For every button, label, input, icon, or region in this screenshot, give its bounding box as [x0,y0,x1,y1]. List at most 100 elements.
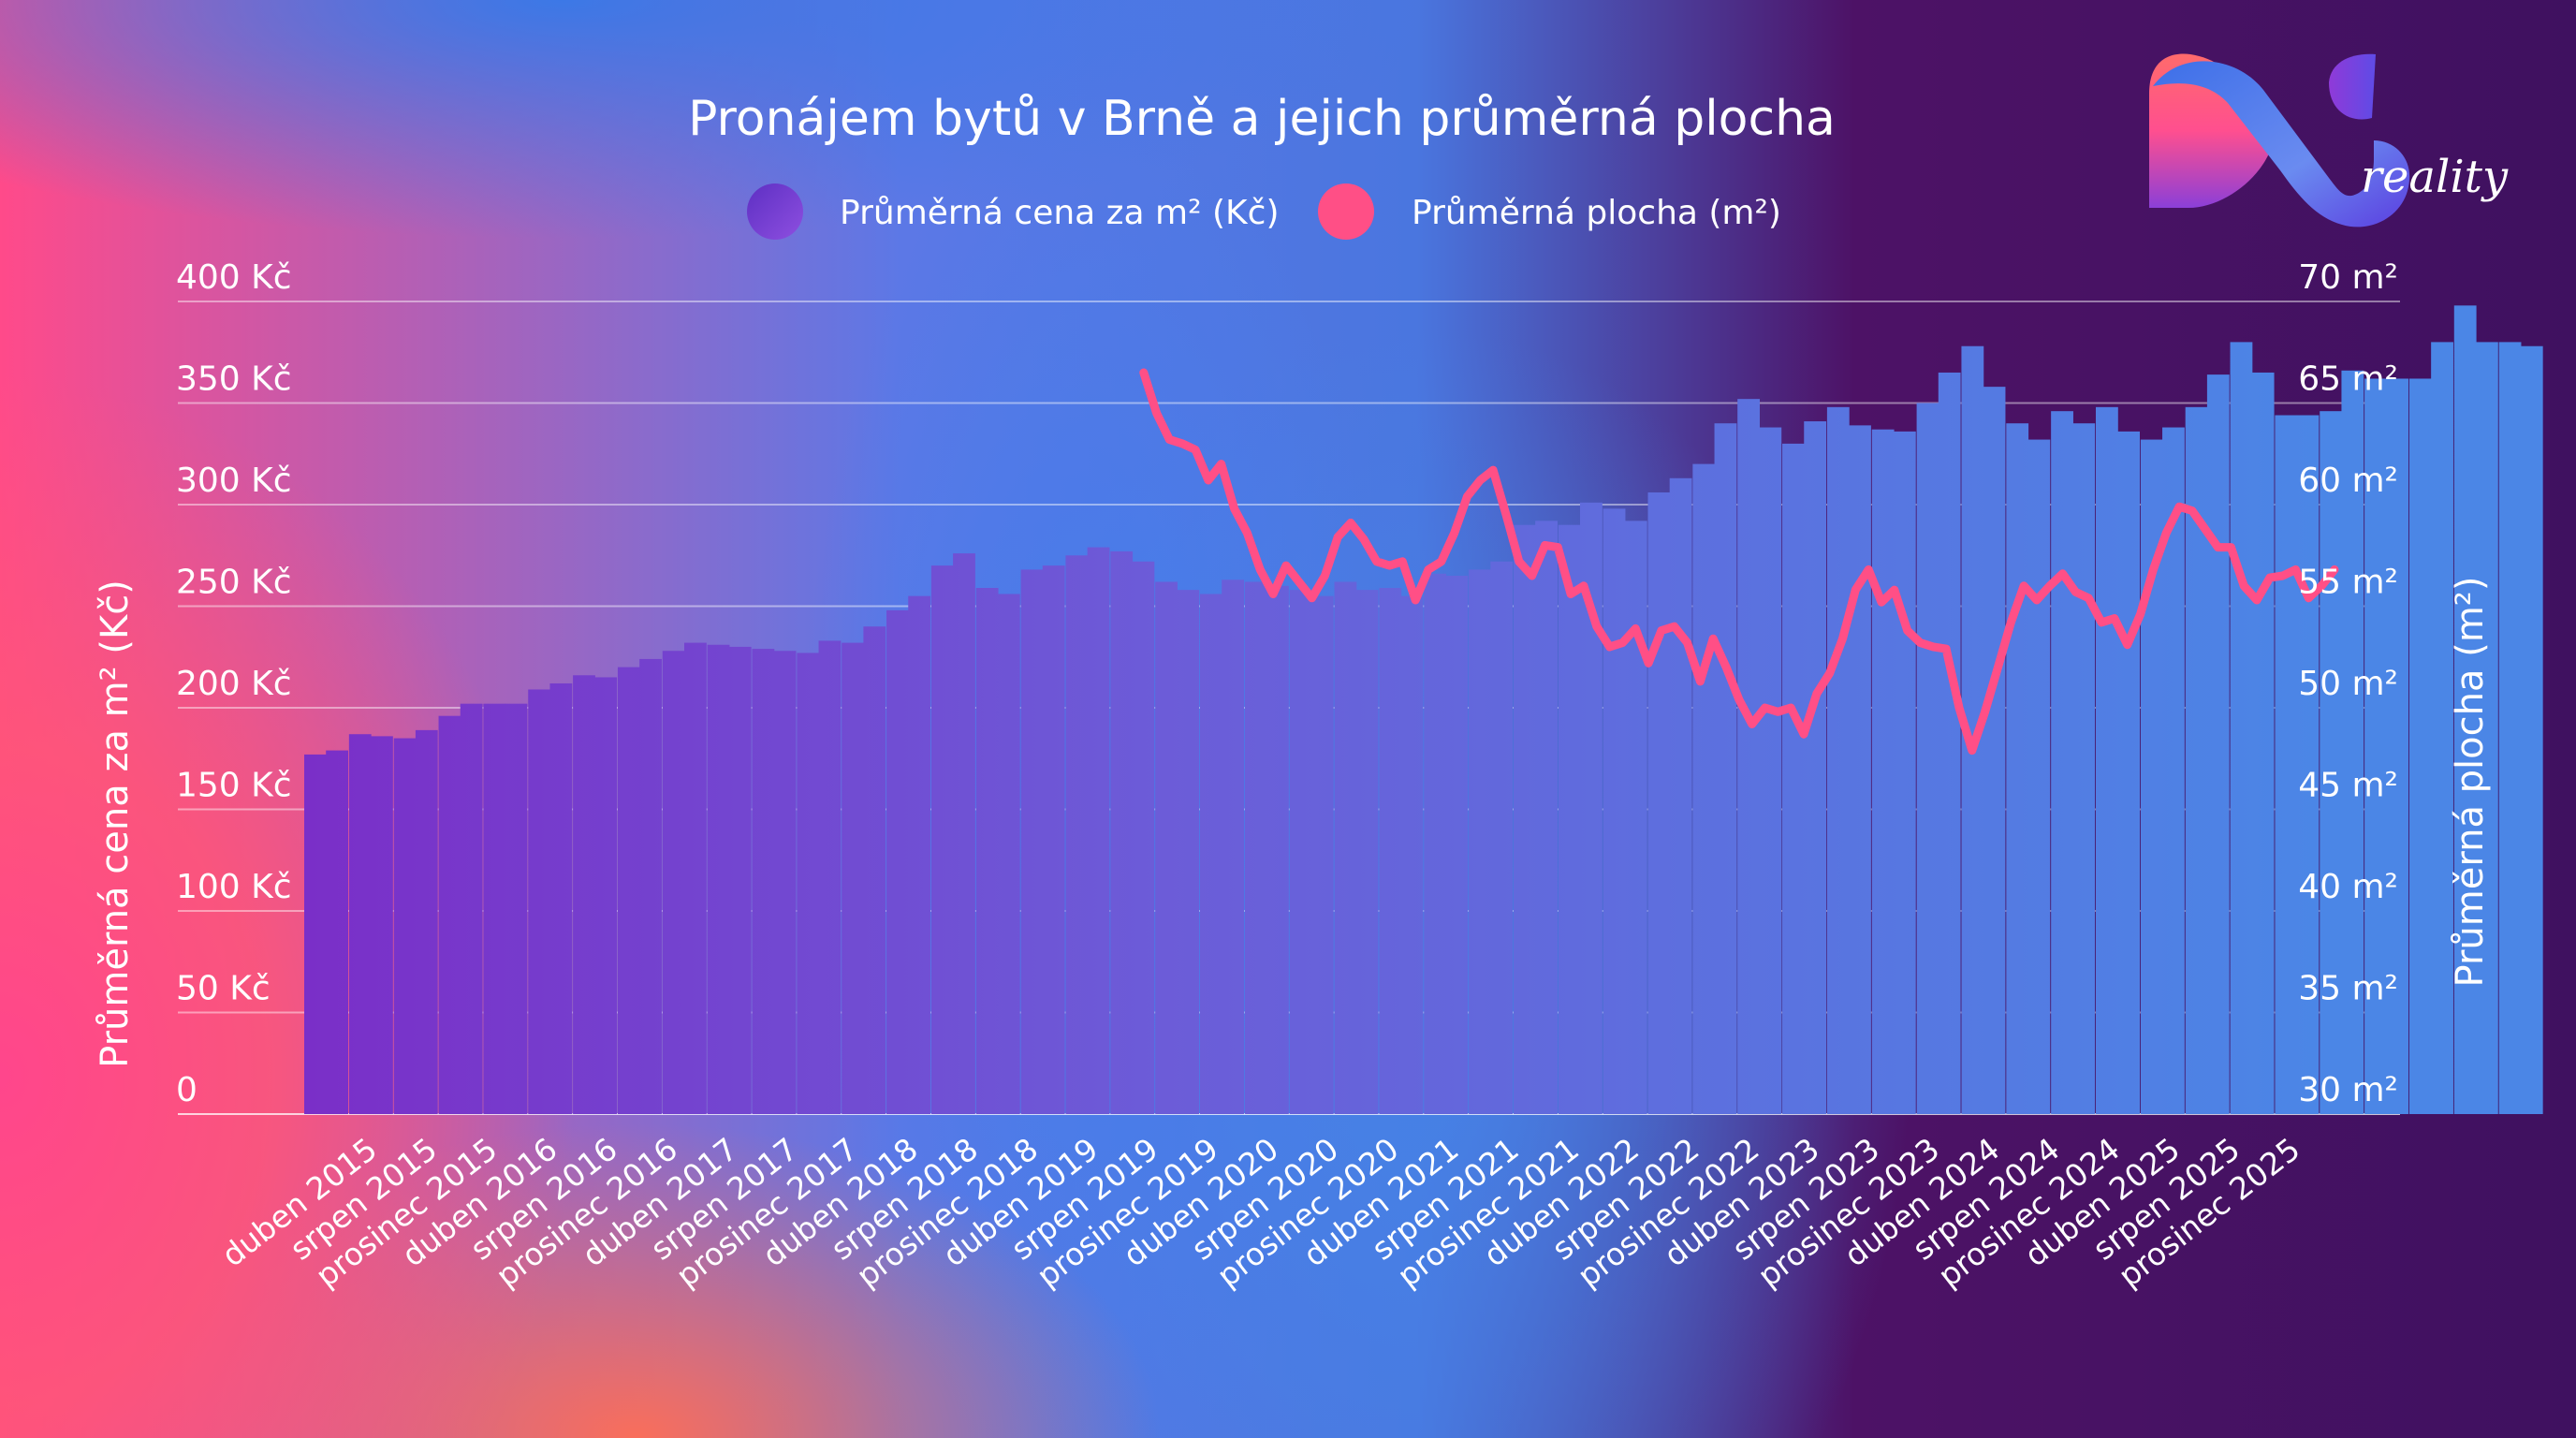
price-bar [371,736,393,1114]
price-bar [1849,425,1871,1114]
price-bar [2096,406,2118,1115]
price-bar [1893,431,1916,1114]
area-line-layer [1139,368,2339,756]
price-bar [528,689,551,1114]
price-bar [2296,415,2320,1114]
price-bar [1244,581,1267,1114]
price-bar [639,658,662,1114]
price-bar [2251,372,2275,1114]
price-bar [1310,595,1334,1114]
legend-label-area: Průměrná plocha (m²) [1412,194,1781,232]
price-bar [1535,521,1558,1114]
price-bar [1177,590,1200,1114]
price-bar [617,667,640,1114]
price-bar [1871,429,1895,1115]
price-bar [930,565,954,1114]
y-tick-left: 150 Kč [176,767,292,805]
price-bar [728,646,752,1114]
price-bar [326,750,348,1114]
price-bar [505,703,528,1114]
price-bar [1826,406,1850,1115]
logo-n-ribbon [2153,61,2410,227]
price-bar [2520,345,2543,1114]
price-bar [2275,415,2298,1114]
price-bar [483,703,506,1114]
price-bar [707,644,730,1114]
price-bar [2408,378,2432,1115]
price-bar [304,754,327,1114]
price-bar [1513,524,1536,1114]
y-tick-right: 35 m² [2298,970,2398,1008]
y-tick-right: 50 m² [2298,665,2398,703]
price-bar [1714,423,1737,1114]
price-bar [460,703,483,1114]
price-bar [2341,370,2364,1114]
price-bar [573,675,595,1114]
price-bar [2206,374,2230,1114]
y-tick-left: 0 [176,1071,198,1109]
price-bar [1222,580,1244,1114]
price-bar [684,642,707,1114]
price-bar [662,651,685,1114]
y-tick-right: 45 m² [2298,767,2398,805]
price-bar [863,626,886,1114]
price-bar [2162,427,2185,1114]
price-bar [1132,561,1155,1114]
price-bar [1200,594,1222,1114]
legend-label-price: Průměrná cena za m² (Kč) [840,194,1280,232]
y-tick-left: 300 Kč [176,462,292,500]
price-bar [953,553,975,1114]
y-tick-left: 200 Kč [176,665,292,703]
y-tick-right: 60 m² [2298,462,2398,500]
price-bar [1938,372,1961,1114]
price-bar [1424,573,1447,1114]
price-bar [797,653,820,1114]
y-axis-right-label: Průměrná plocha (m²) [2449,577,2492,988]
price-bar [2386,378,2409,1115]
price-bar [594,677,618,1114]
price-bar [393,738,417,1114]
price-bar [438,715,461,1114]
price-bar [1155,581,1178,1114]
y-tick-right: 65 m² [2298,360,2398,399]
price-bar [886,609,909,1114]
y-axis-left-ticks: 0 50 Kč 100 Kč 150 Kč 200 Kč 250 Kč 300 Kč 350 … [176,258,292,1109]
price-bar [1266,585,1289,1114]
y-tick-right: 70 m² [2298,258,2398,297]
price-bar [1961,345,1984,1114]
price-bar [1020,569,1044,1114]
price-bar [1624,521,1647,1114]
legend-swatch-area [1318,183,1374,240]
price-bar [1289,590,1312,1114]
price-bar [1355,590,1379,1114]
price-bar [1603,508,1626,1114]
price-bar [1983,387,2006,1114]
y-tick-left: 50 Kč [176,970,271,1008]
price-bar [1580,502,1603,1114]
price-bar [1669,477,1692,1114]
price-bar [549,682,573,1114]
price-bar [842,642,864,1114]
price-bar [2320,411,2343,1114]
price-bar [1065,555,1089,1114]
price-bar [415,729,438,1114]
price-bar [1490,561,1514,1114]
price-bar [818,640,842,1114]
price-bar [2364,378,2387,1115]
y-tick-right: 55 m² [2298,564,2398,602]
price-bar [1110,550,1134,1114]
y-tick-left: 350 Kč [176,360,292,399]
brand-logo: reality [2149,53,2509,227]
price-bar [2185,406,2208,1115]
price-bar [1759,427,1782,1114]
price-bar [1647,492,1671,1114]
price-bar [1400,595,1424,1114]
price-bar [2027,439,2051,1114]
price-bar [2476,342,2498,1114]
price-bar [975,587,999,1114]
price-bar [2051,411,2073,1114]
price-bar [1445,575,1469,1114]
price-bar [1692,463,1716,1115]
price-bar [2498,342,2522,1114]
